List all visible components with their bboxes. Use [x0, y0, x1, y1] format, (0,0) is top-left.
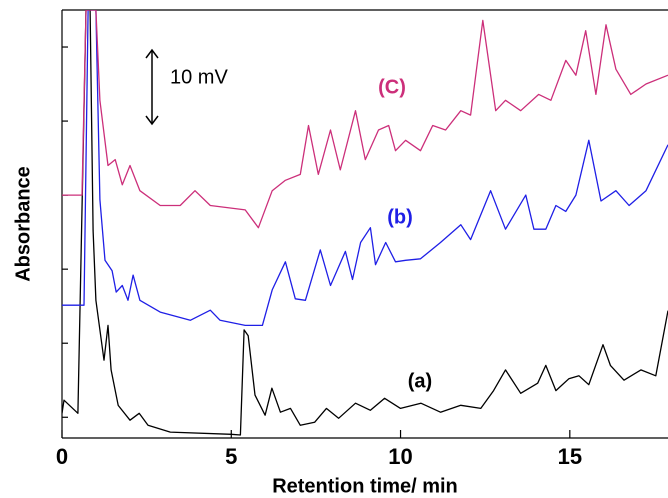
x-tick-label: 10	[388, 444, 412, 469]
scale-label: 10 mV	[170, 66, 228, 88]
x-axis-title: Retention time/ min	[272, 475, 458, 497]
x-tick-label: 0	[56, 444, 68, 469]
x-tick-label: 5	[225, 444, 237, 469]
series-label: (b)	[387, 206, 413, 228]
x-tick-label: 15	[558, 444, 582, 469]
scale-arrow	[145, 48, 159, 126]
y-axis-title: Absorbance	[12, 166, 34, 282]
series-label: (C)	[378, 76, 406, 98]
line-series	[62, 10, 668, 229]
series-label: (a)	[408, 370, 432, 392]
line-series	[62, 10, 668, 436]
line-series	[62, 10, 668, 327]
